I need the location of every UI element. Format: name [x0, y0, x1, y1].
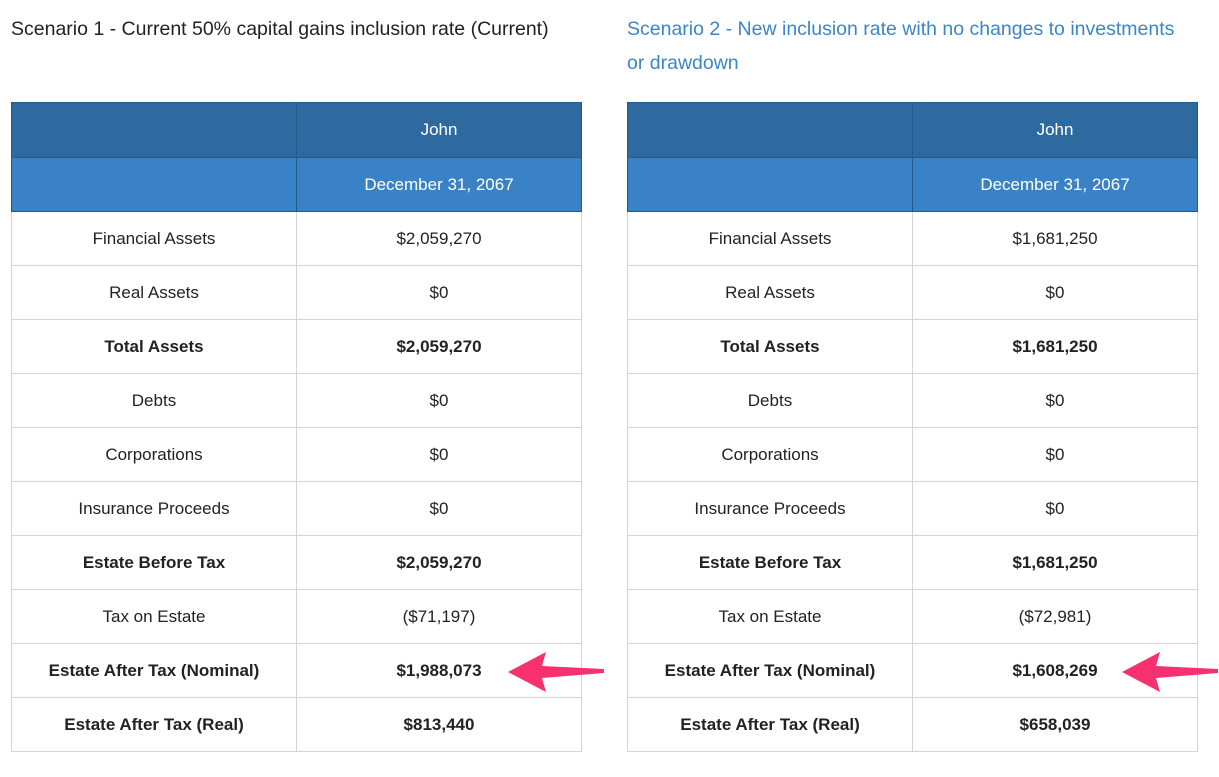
- table-row: Insurance Proceeds $0: [11, 481, 582, 536]
- table-row: Estate After Tax (Nominal) $1,988,073: [11, 643, 582, 698]
- row-value: $658,039: [912, 697, 1198, 752]
- table-row: Financial Assets $2,059,270: [11, 211, 582, 266]
- row-label: Corporations: [11, 427, 297, 482]
- row-label: Estate After Tax (Real): [11, 697, 297, 752]
- row-value: $813,440: [296, 697, 582, 752]
- row-value: $1,681,250: [912, 319, 1198, 374]
- table-row: Real Assets $0: [627, 265, 1198, 320]
- row-label: Insurance Proceeds: [11, 481, 297, 536]
- table-row: Total Assets $2,059,270: [11, 319, 582, 374]
- date-header: December 31, 2067: [912, 157, 1198, 212]
- row-label: Estate After Tax (Nominal): [11, 643, 297, 698]
- row-label: Insurance Proceeds: [627, 481, 913, 536]
- person-header: John: [296, 102, 582, 158]
- row-label: Total Assets: [627, 319, 913, 374]
- date-header: December 31, 2067: [296, 157, 582, 212]
- header-empty: [627, 157, 913, 212]
- table-row: Tax on Estate ($71,197): [11, 589, 582, 644]
- row-label: Financial Assets: [627, 211, 913, 266]
- row-value: $2,059,270: [296, 211, 582, 266]
- row-label: Real Assets: [627, 265, 913, 320]
- table-row: Real Assets $0: [11, 265, 582, 320]
- row-value: $0: [912, 373, 1198, 428]
- row-value: $2,059,270: [296, 535, 582, 590]
- arrow-pointer-icon: [508, 652, 604, 692]
- row-label: Financial Assets: [11, 211, 297, 266]
- row-value: ($72,981): [912, 589, 1198, 644]
- row-label: Tax on Estate: [627, 589, 913, 644]
- scenario-2-table: John December 31, 2067 Financial Assets $…: [627, 102, 1198, 752]
- arrow-pointer-icon: [1122, 652, 1218, 692]
- header-empty: [627, 102, 913, 158]
- row-label: Debts: [11, 373, 297, 428]
- table-row: Corporations $0: [627, 427, 1198, 482]
- row-label: Estate After Tax (Real): [627, 697, 913, 752]
- scenario-1-table: John December 31, 2067 Financial Assets $…: [11, 102, 582, 752]
- row-value: $0: [296, 481, 582, 536]
- row-value: $0: [296, 265, 582, 320]
- row-label: Total Assets: [11, 319, 297, 374]
- table-row: Tax on Estate ($72,981): [627, 589, 1198, 644]
- row-label: Corporations: [627, 427, 913, 482]
- header-empty: [11, 157, 297, 212]
- table-row: Debts $0: [11, 373, 582, 428]
- row-value: $2,059,270: [296, 319, 582, 374]
- row-value: $0: [912, 265, 1198, 320]
- table-row: Financial Assets $1,681,250: [627, 211, 1198, 266]
- row-value: ($71,197): [296, 589, 582, 644]
- row-label: Tax on Estate: [11, 589, 297, 644]
- scenario-2-title-link[interactable]: Scenario 2 - New inclusion rate with no …: [627, 18, 1175, 74]
- row-label: Real Assets: [11, 265, 297, 320]
- table-row: Estate After Tax (Nominal) $1,608,269: [627, 643, 1198, 698]
- table-row: Estate After Tax (Real) $813,440: [11, 697, 582, 752]
- row-label: Estate Before Tax: [627, 535, 913, 590]
- row-value: $1,681,250: [912, 535, 1198, 590]
- row-value: $0: [912, 481, 1198, 536]
- row-value: $0: [296, 427, 582, 482]
- row-value: $0: [296, 373, 582, 428]
- row-value: $1,681,250: [912, 211, 1198, 266]
- row-label: Debts: [627, 373, 913, 428]
- table-row: Total Assets $1,681,250: [627, 319, 1198, 374]
- row-label: Estate After Tax (Nominal): [627, 643, 913, 698]
- table-row: Insurance Proceeds $0: [627, 481, 1198, 536]
- table-row: Estate Before Tax $2,059,270: [11, 535, 582, 590]
- person-header: John: [912, 102, 1198, 158]
- row-value: $0: [912, 427, 1198, 482]
- table-row: Estate After Tax (Real) $658,039: [627, 697, 1198, 752]
- table-row: Corporations $0: [11, 427, 582, 482]
- row-label: Estate Before Tax: [11, 535, 297, 590]
- header-empty: [11, 102, 297, 158]
- table-row: Debts $0: [627, 373, 1198, 428]
- table-row: Estate Before Tax $1,681,250: [627, 535, 1198, 590]
- scenario-1-title: Scenario 1 - Current 50% capital gains i…: [11, 18, 549, 40]
